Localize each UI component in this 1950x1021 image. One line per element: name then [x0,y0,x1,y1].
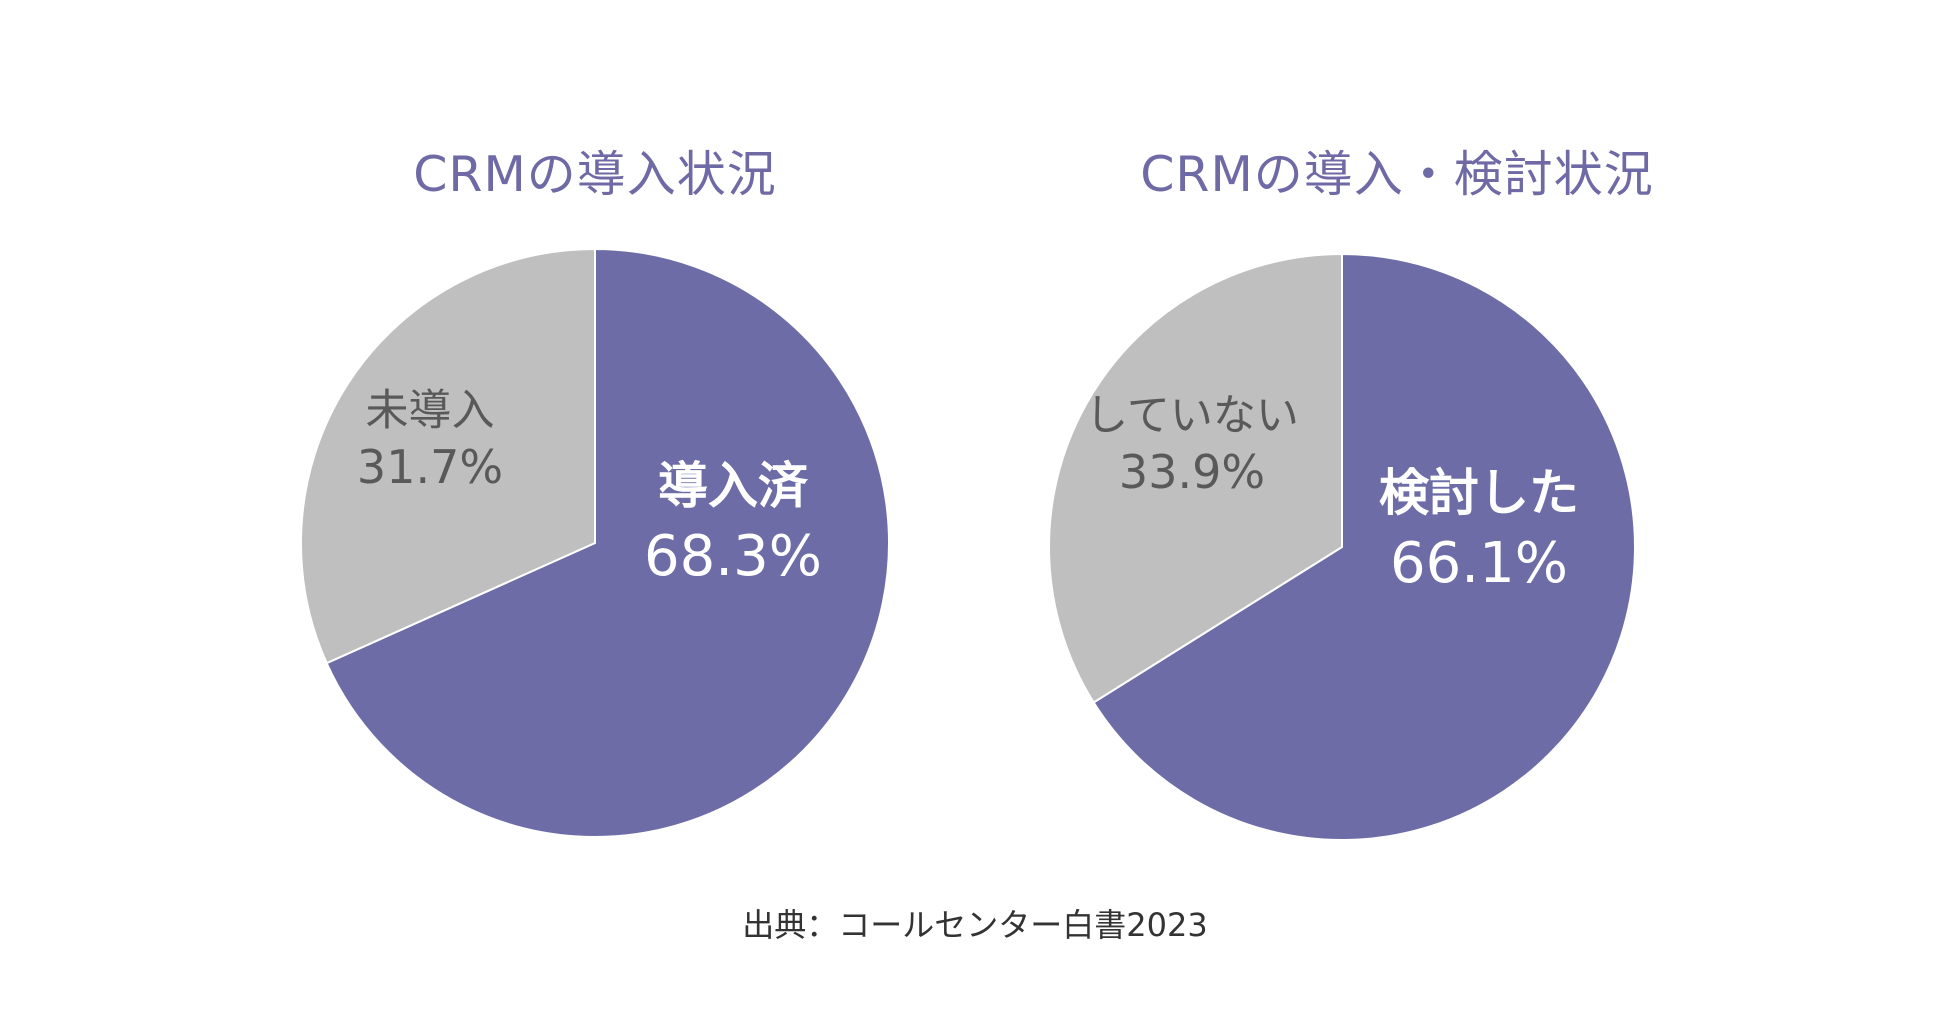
slice-value-label: 66.1% [1390,531,1568,596]
slice-label: 導入済 [658,457,809,515]
pie-slice-secondary [1048,252,1343,704]
slice-label: 検討した [1379,464,1579,522]
slice-value-label: 68.3% [644,524,822,589]
pie-chart-introduction: CRMの導入状況 導入済 68.3% 未導入 31.7% [300,146,890,838]
pie-slice-secondary [300,247,596,665]
source-note: 出典：コールセンター白書2023 [742,906,1208,944]
slice-value-label: 33.9% [1119,445,1265,499]
slice-value-label: 31.7% [357,440,503,494]
pie-slice-primary [1092,252,1636,841]
pie-chart-consideration: CRMの導入・検討状況 検討した 66.1% していない 33.9% [975,0,1950,1021]
chart-title: CRMの導入状況 [413,146,777,203]
chart-title: CRMの導入・検討状況 [1140,146,1654,203]
slice-label: 未導入 [366,386,495,436]
pie-slice-primary [325,247,890,838]
slice-label: していない [1085,391,1299,441]
